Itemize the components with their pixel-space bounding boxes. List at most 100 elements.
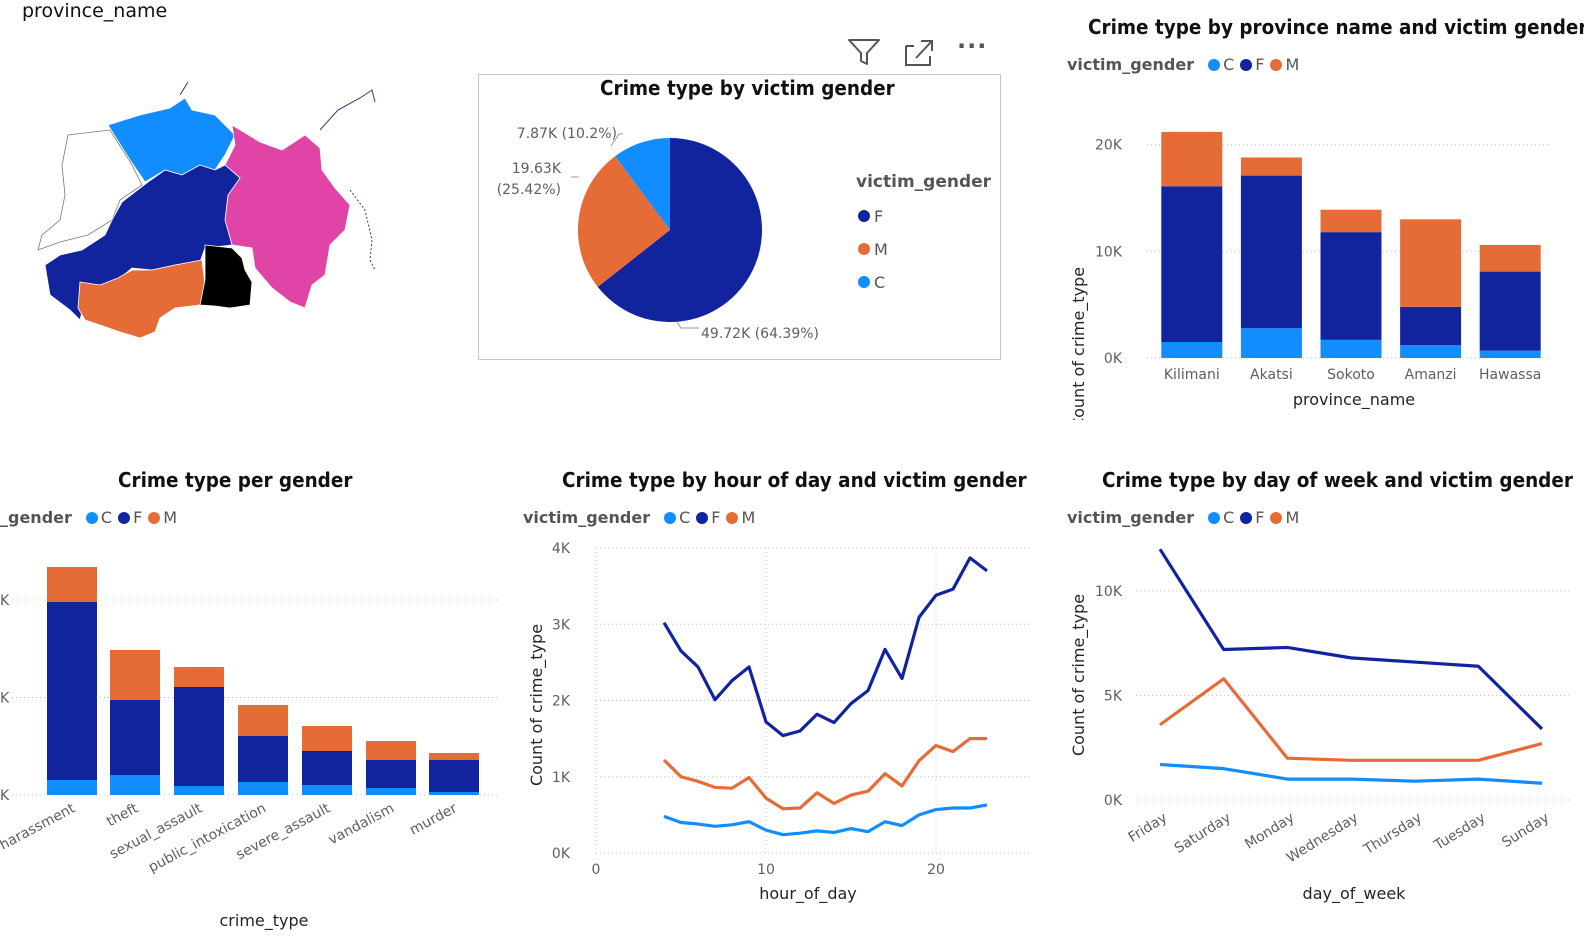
bar-c[interactable] — [366, 788, 416, 795]
pie-legend-item-f[interactable]: F — [858, 200, 888, 233]
crime-chart-legend: _gender C F M — [0, 508, 177, 527]
bar-c[interactable] — [1240, 328, 1302, 358]
bar-f[interactable] — [1240, 175, 1302, 329]
bar-m[interactable] — [47, 567, 97, 602]
line-series-f[interactable] — [662, 556, 988, 738]
bar-c[interactable] — [1320, 339, 1382, 358]
legend-item-c[interactable]: C — [1223, 508, 1235, 527]
bar-f[interactable] — [174, 687, 224, 786]
bar-c[interactable] — [429, 792, 479, 795]
legend-item-c[interactable]: C — [100, 508, 113, 527]
y-tick-label: 0K — [552, 846, 571, 862]
bar-m[interactable] — [1320, 209, 1382, 233]
province-map[interactable] — [20, 70, 380, 350]
province-bar-chart[interactable]: Kilimani Akatsi Sokoto Amanzi Hawassa 0K 10K… — [1060, 120, 1560, 420]
bar-m[interactable] — [238, 705, 288, 736]
line-series-m[interactable] — [662, 737, 987, 811]
bar-m[interactable] — [1400, 219, 1462, 307]
orange-region[interactable] — [77, 259, 206, 339]
province-chart-legend: victim_gender C F M — [1067, 55, 1299, 74]
bar-c[interactable] — [174, 786, 224, 795]
bar-f[interactable] — [110, 700, 160, 775]
light-blue-region[interactable] — [107, 97, 236, 183]
bar-f[interactable] — [366, 760, 416, 788]
y-axis-title: Count of crime_type — [1069, 267, 1089, 420]
legend-item-f[interactable]: F — [133, 508, 143, 527]
pie-leader-f — [676, 321, 699, 329]
bar-f[interactable] — [47, 602, 97, 780]
more-options-icon[interactable]: ··· — [957, 32, 988, 60]
x-tick-label: public_intoxication — [146, 800, 269, 876]
bar-m[interactable] — [1479, 244, 1541, 272]
x-tick-label: Sunday — [1499, 810, 1552, 851]
pie-legend-item-m[interactable]: M — [858, 233, 888, 266]
hour-chart-title: Crime type by hour of day and victim gen… — [562, 468, 1027, 492]
legend-item-m[interactable]: M — [163, 508, 178, 527]
legend-item-m[interactable]: M — [1285, 55, 1300, 74]
pie-slice-m[interactable] — [578, 156, 670, 287]
line-series-c[interactable] — [663, 803, 988, 837]
line-series-f[interactable] — [1158, 548, 1544, 731]
bar-c[interactable] — [47, 780, 97, 795]
x-tick-label: murder — [407, 800, 460, 838]
day-chart-title: Crime type by day of week and victim gen… — [1102, 468, 1573, 492]
bar-f[interactable] — [1479, 271, 1541, 351]
bar-m[interactable] — [302, 726, 352, 751]
pie-slice-f[interactable] — [597, 138, 762, 322]
legend-item-m[interactable]: M — [741, 508, 756, 527]
pie-chart[interactable]: 49.72K (64.39%) 19.63K (25.42%) 7.87K (1… — [479, 100, 839, 356]
bar-f[interactable] — [1161, 186, 1223, 342]
pie-label-m-value: 19.63K — [512, 161, 562, 177]
x-tick-label: Wednesday — [1284, 810, 1361, 867]
pie-legend-item-c[interactable]: C — [858, 266, 888, 299]
bar-m[interactable] — [1161, 131, 1223, 187]
bar-c[interactable] — [1161, 342, 1223, 358]
legend-item-f[interactable]: F — [711, 508, 721, 527]
legend-item-m[interactable]: M — [1285, 508, 1300, 527]
bar-c[interactable] — [238, 782, 288, 795]
hour-line-chart[interactable]: 0K 1K 2K 3K 4K 0 10 20 Count of crime_type hou… — [520, 535, 1040, 915]
legend-item-f[interactable]: F — [1255, 508, 1265, 527]
bar-f[interactable] — [238, 736, 288, 782]
y-tick-label: 2K — [552, 694, 571, 710]
white-region[interactable] — [37, 129, 143, 251]
x-tick-label: 20 — [927, 862, 945, 878]
x-tick-label: Saturday — [1172, 810, 1234, 857]
bar-c[interactable] — [1479, 350, 1541, 358]
focus-mode-icon[interactable] — [902, 36, 936, 68]
bar-m[interactable] — [366, 741, 416, 760]
black-region[interactable] — [199, 244, 253, 309]
dark-blue-region[interactable] — [44, 164, 241, 321]
legend-item-c[interactable]: C — [679, 508, 691, 527]
y-tick-label: 5K — [1104, 689, 1123, 705]
line-series-c[interactable] — [1159, 762, 1543, 785]
x-axis-title: hour_of_day — [759, 884, 857, 904]
bar-c[interactable] — [302, 785, 352, 795]
y-tick-label: 3K — [552, 617, 571, 633]
bar-f[interactable] — [1320, 232, 1382, 340]
y-axis-title: Count of crime_type — [527, 624, 547, 786]
bar-m[interactable] — [1240, 157, 1302, 176]
legend-item-c[interactable]: C — [1223, 55, 1235, 74]
bar-m[interactable] — [174, 667, 224, 687]
x-axis-title: crime_type — [220, 911, 309, 931]
x-tick-label: vandalism — [326, 800, 397, 848]
filter-icon[interactable] — [846, 36, 882, 68]
y-tick-label: K — [0, 593, 10, 609]
bar-c[interactable] — [110, 775, 160, 795]
bar-m[interactable] — [429, 753, 479, 760]
legend-item-f[interactable]: F — [1255, 55, 1265, 74]
bar-c[interactable] — [1400, 345, 1462, 358]
x-tick-label: Amanzi — [1405, 367, 1457, 383]
pie-leader-c — [610, 133, 623, 147]
bar-f[interactable] — [1400, 306, 1462, 346]
bar-f[interactable] — [302, 751, 352, 785]
bar-f[interactable] — [429, 760, 479, 792]
bar-m[interactable] — [110, 650, 160, 700]
crime-type-bar-chart[interactable]: harassment theftsexual_assaultpublic_into… — [0, 545, 520, 945]
x-tick-label: 10 — [757, 862, 775, 878]
line-series-m[interactable] — [1159, 677, 1543, 762]
crime-chart-title: Crime type per gender — [118, 468, 353, 492]
pie-slice-c[interactable] — [615, 138, 670, 230]
